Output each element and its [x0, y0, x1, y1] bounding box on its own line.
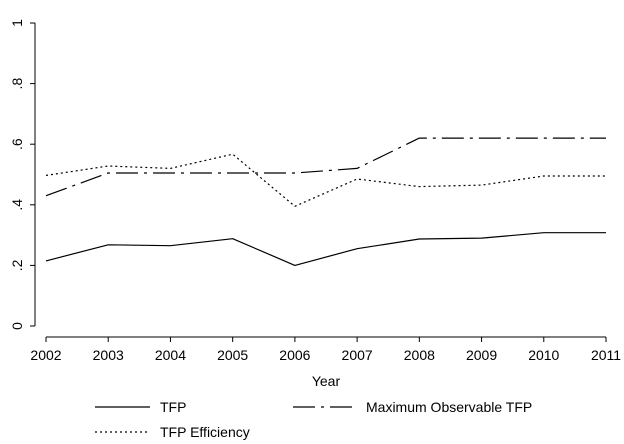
x-tick-label: 2006	[279, 347, 310, 363]
x-tick-label: 2002	[30, 347, 61, 363]
series-line-2	[45, 137, 606, 197]
plot-area	[45, 137, 606, 266]
y-tick-label: .2	[9, 259, 25, 271]
y-tick-label: .6	[9, 138, 25, 150]
y-tick-label: 1	[9, 19, 25, 27]
x-tick-label: 2011	[591, 347, 621, 363]
x-axis-ticks: 2002 2003 2004 2005 2006 2007 2008 2009 2010 2011	[30, 337, 621, 363]
legend: TFP Maximum Observable TFP TFP Efficiency	[95, 399, 532, 440]
x-tick-label: 2003	[93, 347, 124, 363]
series-line-3	[45, 153, 606, 207]
y-axis-ticks: 0 .2 .4 .6 .8 1	[9, 19, 35, 330]
series-line-1	[45, 232, 606, 266]
legend-label-1: TFP	[160, 399, 186, 415]
x-axis-title: Year	[312, 373, 341, 389]
x-tick-label: 2004	[155, 347, 186, 363]
x-tick-label: 2008	[404, 347, 435, 363]
legend-label-2: Maximum Observable TFP	[366, 399, 532, 415]
y-tick-label: 0	[9, 322, 25, 330]
x-tick-label: 2010	[528, 347, 559, 363]
x-tick-label: 2007	[342, 347, 373, 363]
y-tick-label: .4	[9, 199, 25, 211]
y-tick-label: .8	[9, 78, 25, 90]
x-tick-label: 2005	[217, 347, 248, 363]
legend-label-3: TFP Efficiency	[160, 424, 250, 440]
x-tick-label: 2009	[466, 347, 497, 363]
axes: 0.2.4.6.81 2002 2003 2004 2005 2006 2007 2008 2…	[9, 19, 621, 389]
